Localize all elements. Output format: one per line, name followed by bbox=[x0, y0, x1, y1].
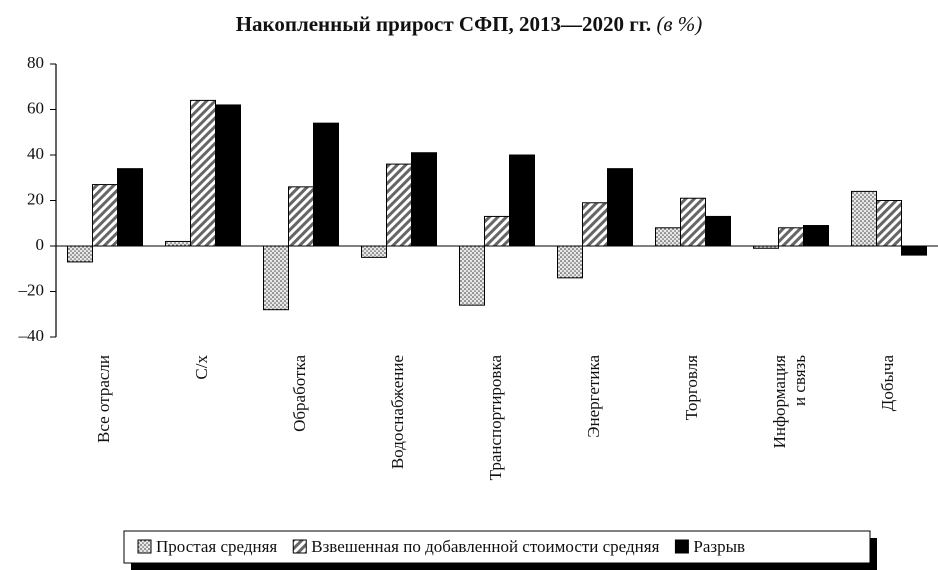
x-tick-label: Информацияи связь bbox=[770, 355, 809, 449]
legend-swatch bbox=[137, 539, 152, 554]
title-text: Накопленный прирост СФП, 2013—2020 гг. bbox=[236, 12, 652, 36]
bar bbox=[411, 152, 437, 247]
bar bbox=[215, 104, 241, 247]
bar bbox=[680, 197, 706, 247]
legend-box bbox=[123, 530, 871, 564]
bar bbox=[705, 215, 731, 247]
bar bbox=[778, 227, 804, 247]
bar bbox=[165, 240, 191, 247]
y-tick-label: –40 bbox=[18, 326, 45, 345]
x-tick-label: Транспортировка bbox=[486, 355, 505, 481]
x-tick-label: Все отрасли bbox=[94, 355, 113, 443]
y-tick-label: 20 bbox=[27, 189, 44, 208]
y-tick-label: –20 bbox=[18, 280, 45, 299]
y-tick-label: 0 bbox=[36, 235, 45, 254]
bar bbox=[263, 245, 289, 311]
bar bbox=[313, 122, 339, 247]
x-tick-label: Энергетика bbox=[584, 355, 603, 438]
legend-label: Простая средняя bbox=[156, 537, 277, 556]
bar bbox=[655, 227, 681, 247]
bar bbox=[876, 200, 902, 247]
label-line: Информация bbox=[770, 355, 789, 449]
title-unit: (в %) bbox=[656, 12, 702, 36]
y-tick-label: 60 bbox=[27, 98, 44, 117]
legend-label: Взвешенная по добавленной стоимости сред… bbox=[311, 537, 659, 556]
bar bbox=[67, 245, 93, 263]
legend-swatch bbox=[674, 539, 689, 554]
bar bbox=[851, 190, 877, 247]
bar bbox=[386, 163, 412, 247]
bar bbox=[607, 168, 633, 247]
y-tick-label: 80 bbox=[27, 53, 44, 72]
legend-swatch bbox=[292, 539, 307, 554]
x-tick-label: Торговля bbox=[682, 355, 701, 420]
x-tick-label: Обработка bbox=[290, 355, 309, 432]
bar bbox=[459, 245, 485, 306]
x-tick-label: Водоснабжение bbox=[388, 355, 407, 469]
y-tick-label: 40 bbox=[27, 144, 44, 163]
x-tick-label: Добыча bbox=[878, 355, 897, 412]
bar bbox=[288, 186, 314, 247]
legend-label: Разрыв bbox=[693, 537, 745, 556]
bar bbox=[484, 215, 510, 247]
bar bbox=[901, 245, 927, 256]
x-tick-label: С/х bbox=[192, 355, 211, 380]
bar bbox=[190, 99, 216, 247]
bar bbox=[557, 245, 583, 279]
bar bbox=[117, 168, 143, 247]
label-line: и связь bbox=[790, 355, 809, 406]
chart-title: Накопленный прирост СФП, 2013—2020 гг. (… bbox=[236, 12, 703, 36]
bar bbox=[509, 154, 535, 247]
bar bbox=[582, 202, 608, 247]
bar bbox=[803, 225, 829, 247]
bar bbox=[92, 184, 118, 247]
bar bbox=[361, 245, 387, 258]
